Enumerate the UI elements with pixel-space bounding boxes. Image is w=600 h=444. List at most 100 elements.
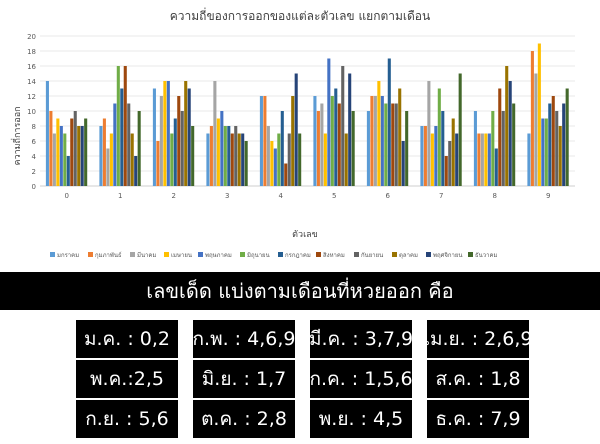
bar [534,73,538,186]
bar [291,96,295,186]
month-cell-dec: ธ.ค. : 7,9 [427,400,529,438]
bar [166,81,170,186]
y-tick-label: 12 [27,93,36,101]
bars [45,43,569,186]
bar [284,163,288,186]
bar [558,126,562,186]
bar [373,96,377,186]
bar [480,133,484,186]
y-tick-labels: 0 2 4 6 8 10 12 14 16 18 20 [27,33,36,191]
legend-swatch [240,252,245,257]
bar [394,103,398,186]
bar [544,118,548,186]
bar [234,126,238,186]
bar [316,111,320,186]
bar [187,88,191,186]
bar [59,126,63,186]
bar [434,126,438,186]
month-cell-jun: มิ.ย. : 1,7 [193,360,295,398]
bar [484,133,488,186]
legend-swatch [198,252,203,257]
bar [391,103,395,186]
x-tick-label: 6 [386,192,391,200]
y-tick-label: 0 [32,183,36,191]
month-cell-apr: เม.ย. : 2,6,9 [423,320,533,358]
bar [473,111,477,186]
bar [541,118,545,186]
bar [401,141,405,186]
bar [63,133,67,186]
bar [430,133,434,186]
bar [127,103,131,186]
bar [491,111,495,186]
bar [259,96,263,186]
legend-label: พฤษภาคม [205,252,232,259]
x-tick-label: 4 [279,192,284,200]
y-tick-label: 6 [32,138,37,146]
y-tick-label: 18 [27,48,36,56]
month-cell-aug: ส.ค. : 1,8 [427,360,529,398]
legend-label: กรกฎาคม [285,252,311,259]
bar [134,156,138,186]
y-tick-label: 10 [27,108,36,116]
bar [270,141,274,186]
legend-label: สิงหาคม [323,252,345,259]
y-tick-label: 20 [27,33,36,41]
bar [244,141,248,186]
bar [156,141,160,186]
bar [508,81,512,186]
y-tick-label: 14 [27,78,36,86]
bar [313,96,317,186]
bar [530,51,534,186]
bar [344,133,348,186]
bar [99,126,103,186]
bar [323,133,327,186]
y-tick-label: 2 [32,168,36,176]
bar [477,133,481,186]
bar [551,96,555,186]
bar [458,73,462,186]
x-axis-label: ตัวเลข [292,230,318,240]
bar [102,118,106,186]
bar [80,126,84,186]
bar [152,88,156,186]
legend-swatch [316,252,321,257]
bar [263,96,267,186]
x-tick-label: 0 [65,192,69,200]
bar [280,111,284,186]
bar [494,148,498,186]
bar [501,111,505,186]
bar [173,118,177,186]
bar [444,156,448,186]
bar [137,111,141,186]
legend-swatch [88,252,93,257]
legend-swatch [164,252,169,257]
month-cell-may: พ.ค.:2,5 [76,360,178,398]
bar [177,96,181,186]
legend-swatch [354,252,359,257]
legend-swatch [50,252,55,257]
bar [206,133,210,186]
bar [330,96,334,186]
legend-label: มิถุนายน [247,252,270,259]
legend: มกราคม กุมภาพันธ์ มีนาคม เมษายน พฤษภาคม มิถุน… [50,251,498,259]
bar [49,111,53,186]
legend-label: กุมภาพันธ์ [95,251,122,259]
bar [73,111,77,186]
banner: เลขเด็ด แบ่งตามเดือนที่หวยออก คือ [0,272,600,310]
y-tick-label: 8 [32,123,36,131]
bar [327,58,331,186]
legend-swatch [392,252,397,257]
bar [487,133,491,186]
bar [377,81,381,186]
bar [370,96,374,186]
legend-swatch [130,252,135,257]
bar [448,141,452,186]
x-tick-label: 1 [118,192,122,200]
bar [230,133,234,186]
bar [123,66,127,186]
bar [294,73,298,186]
y-axis-label: ความถี่การออก [10,106,23,165]
bar [555,111,559,186]
bar [351,111,355,186]
